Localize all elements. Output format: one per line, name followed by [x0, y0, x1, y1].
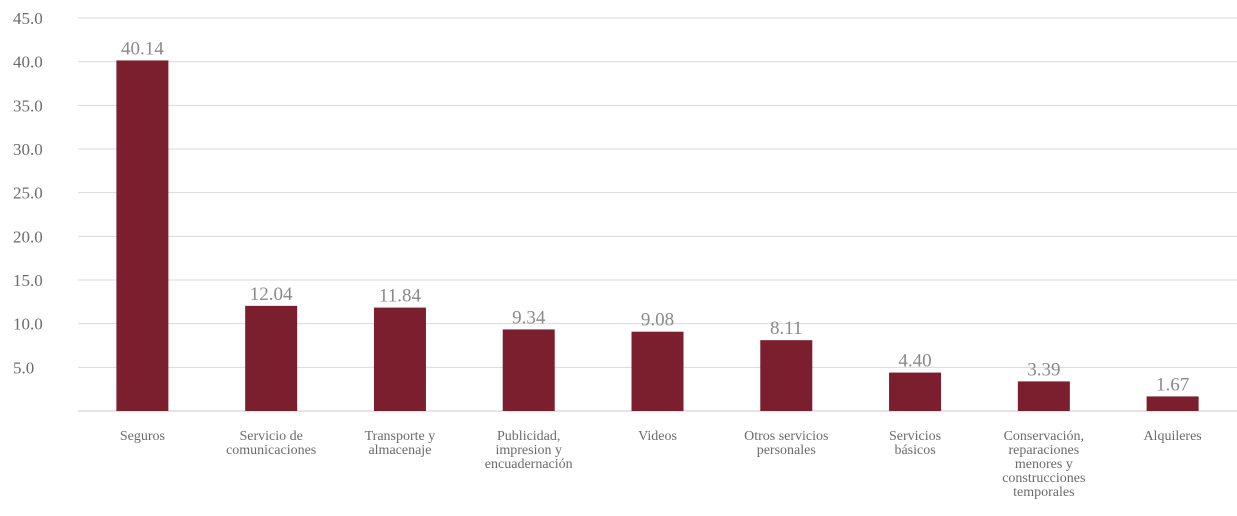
data-label: 3.39 — [1027, 359, 1060, 380]
category-label: Servicios básicos — [889, 429, 941, 458]
category-label-line: Alquileres — [1143, 429, 1201, 444]
data-label: 12.04 — [250, 284, 293, 305]
category-label-line: Transporte y — [365, 429, 436, 444]
y-tick-label: 5.0 — [13, 358, 34, 377]
category-label-line: comunicaciones — [226, 443, 316, 458]
bar — [1146, 396, 1199, 411]
bar — [245, 305, 298, 411]
category-label-line: Publicidad, — [497, 429, 560, 444]
bar — [373, 307, 426, 411]
category-label-line: Seguros — [120, 429, 165, 444]
bar — [1017, 381, 1070, 411]
y-axis-ticks: 5.0 10.0 15.0 20.0 25.0 30.0 35.0 40.0 45.0 — [13, 9, 43, 377]
category-label-line: reparaciones — [1008, 443, 1079, 458]
y-tick-label: 25.0 — [13, 184, 43, 203]
category-label-line: encuadernación — [485, 457, 573, 472]
data-labels: 40.14 12.04 11.84 9.34 9.08 8.11 4.40 3.39 1.67 — [121, 38, 1189, 395]
data-label: 40.14 — [121, 38, 164, 59]
category-label-line: Otros servicios — [744, 429, 828, 444]
category-label: Conservación, reparaciones menores y constr… — [1002, 429, 1085, 500]
category-label-line: Conservación, — [1004, 429, 1084, 444]
y-tick-label: 30.0 — [13, 140, 43, 159]
category-label-line: menores y — [1015, 457, 1073, 472]
y-tick-label: 40.0 — [13, 53, 43, 72]
bar — [889, 372, 942, 411]
category-label-line: personales — [757, 443, 816, 458]
category-label-line: Servicio de — [239, 429, 302, 444]
bars — [116, 60, 1199, 411]
bar — [116, 60, 169, 411]
bar — [502, 329, 555, 411]
data-label: 11.84 — [379, 286, 422, 307]
y-tick-label: 10.0 — [13, 315, 43, 334]
category-label-line: temporales — [1013, 485, 1074, 500]
category-label-line: básicos — [894, 443, 935, 458]
category-label-line: construcciones — [1002, 471, 1085, 486]
y-tick-label: 45.0 — [13, 9, 43, 28]
category-label: Transporte y almacenaje — [365, 429, 436, 458]
y-tick-label: 35.0 — [13, 96, 43, 115]
category-label-line: almacenaje — [368, 443, 431, 458]
category-label-line: Servicios — [889, 429, 941, 444]
data-label: 4.40 — [898, 351, 931, 372]
category-label: Seguros — [120, 429, 165, 444]
category-label-line: impresion y — [495, 443, 562, 458]
category-label-line: Videos — [638, 429, 677, 444]
y-tick-label: 15.0 — [13, 271, 43, 290]
bar — [760, 340, 813, 411]
category-label: Videos — [638, 429, 677, 444]
category-label: Servicio de comunicaciones — [226, 429, 316, 458]
bar — [631, 331, 684, 411]
data-label: 9.08 — [641, 310, 674, 331]
y-tick-label: 20.0 — [13, 227, 43, 246]
category-label: Alquileres — [1143, 429, 1201, 444]
data-label: 1.67 — [1156, 374, 1189, 395]
data-label: 9.34 — [512, 307, 546, 328]
data-label: 8.11 — [770, 318, 803, 339]
category-labels: Seguros Servicio de comunicaciones Transpor… — [120, 429, 1202, 500]
category-label: Otros servicios personales — [744, 429, 828, 458]
category-label: Publicidad, impresion y encuadernación — [485, 429, 573, 472]
